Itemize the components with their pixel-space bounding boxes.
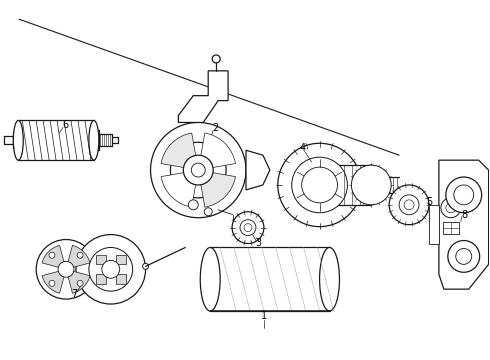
Circle shape [58,261,74,277]
Circle shape [399,195,419,215]
Circle shape [441,198,461,218]
Circle shape [188,200,198,210]
Text: 3: 3 [255,238,261,248]
Circle shape [446,177,482,213]
Wedge shape [66,269,90,293]
Circle shape [212,55,220,63]
Circle shape [49,252,55,258]
Circle shape [191,163,205,177]
Text: 5: 5 [426,197,432,207]
Polygon shape [18,121,94,160]
Wedge shape [42,246,66,269]
Circle shape [302,167,338,203]
Circle shape [76,235,146,304]
Circle shape [49,280,55,286]
Polygon shape [439,160,489,289]
Wedge shape [42,269,66,293]
Polygon shape [429,205,439,244]
Wedge shape [161,133,198,170]
Polygon shape [246,150,270,190]
Circle shape [456,248,472,264]
FancyBboxPatch shape [116,255,125,265]
Circle shape [89,247,133,291]
Polygon shape [210,247,329,311]
Circle shape [204,208,212,216]
Text: 7: 7 [71,289,77,299]
Wedge shape [66,246,90,269]
Text: 4: 4 [299,143,306,153]
Polygon shape [178,71,228,122]
Text: 1: 1 [262,311,268,321]
Circle shape [102,260,120,278]
Circle shape [278,143,361,227]
Circle shape [143,264,148,269]
Circle shape [446,203,456,213]
Polygon shape [443,222,459,234]
Ellipse shape [319,247,340,311]
Circle shape [292,157,347,213]
FancyBboxPatch shape [116,274,125,284]
Circle shape [244,224,252,231]
Circle shape [183,155,213,185]
Circle shape [232,212,264,243]
Circle shape [171,142,226,198]
Wedge shape [198,133,236,170]
Circle shape [36,239,96,299]
Wedge shape [198,170,236,207]
Text: 6: 6 [62,121,68,130]
Circle shape [389,185,429,225]
FancyBboxPatch shape [96,255,106,265]
Ellipse shape [200,247,220,311]
Ellipse shape [366,165,377,205]
Polygon shape [338,165,371,205]
Circle shape [77,252,83,258]
Wedge shape [161,170,198,207]
Text: 2: 2 [212,123,219,134]
Circle shape [454,185,474,205]
Circle shape [404,200,414,210]
Text: 8: 8 [462,210,468,220]
Circle shape [351,165,391,205]
FancyBboxPatch shape [96,274,106,284]
Ellipse shape [89,121,99,160]
Circle shape [77,280,83,286]
Circle shape [448,240,480,272]
Ellipse shape [13,121,23,160]
Circle shape [240,220,256,235]
Circle shape [150,122,246,218]
